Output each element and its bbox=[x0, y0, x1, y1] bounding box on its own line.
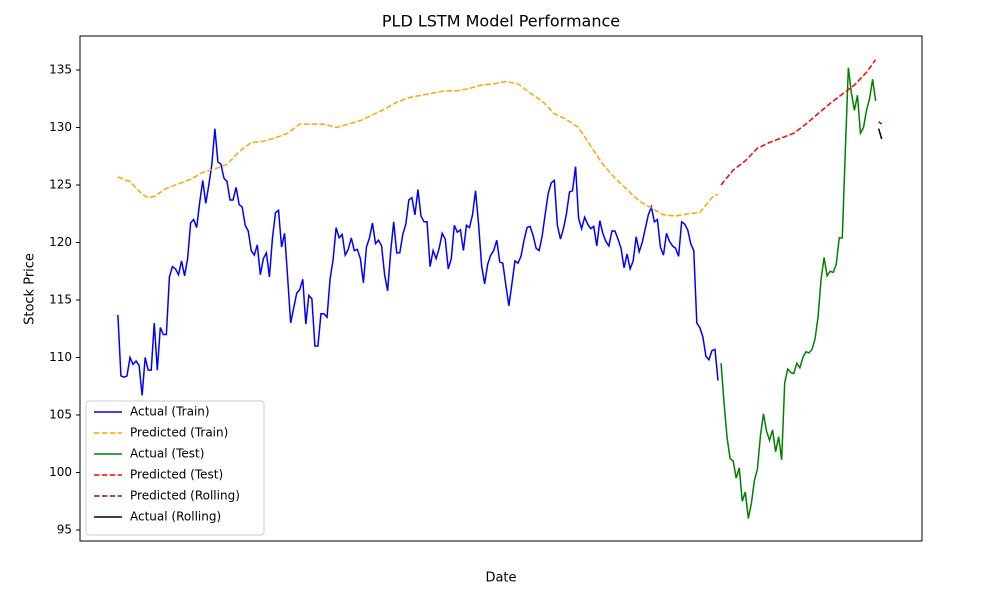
series-line bbox=[117, 80, 719, 217]
legend-label: Predicted (Train) bbox=[130, 426, 228, 440]
y-tick-label: 95 bbox=[57, 522, 72, 536]
series-line bbox=[878, 121, 883, 125]
y-tick-label: 120 bbox=[49, 235, 72, 249]
legend-label: Actual (Test) bbox=[130, 447, 204, 461]
x-axis-label: Date bbox=[485, 571, 516, 586]
y-tick-label: 105 bbox=[49, 407, 72, 421]
y-axis-label: Stock Price bbox=[23, 253, 38, 325]
series-line bbox=[720, 59, 877, 186]
legend-label: Predicted (Rolling) bbox=[130, 489, 240, 503]
series-line bbox=[117, 128, 719, 396]
y-tick-label: 135 bbox=[49, 63, 72, 77]
chart-title: PLD LSTM Model Performance bbox=[382, 12, 620, 31]
legend-box bbox=[85, 400, 265, 536]
y-tick-label: 130 bbox=[49, 120, 72, 134]
legend-label: Actual (Rolling) bbox=[130, 510, 221, 524]
series-line bbox=[720, 67, 877, 519]
plot-frame bbox=[79, 35, 923, 542]
y-tick-label: 110 bbox=[49, 350, 72, 364]
y-tick-label: 115 bbox=[49, 292, 72, 306]
legend-label: Predicted (Test) bbox=[130, 468, 223, 482]
legend-label: Actual (Train) bbox=[130, 405, 210, 419]
y-tick-label: 100 bbox=[49, 465, 72, 479]
series-line bbox=[877, 128, 883, 140]
y-tick-label: 125 bbox=[49, 178, 72, 192]
